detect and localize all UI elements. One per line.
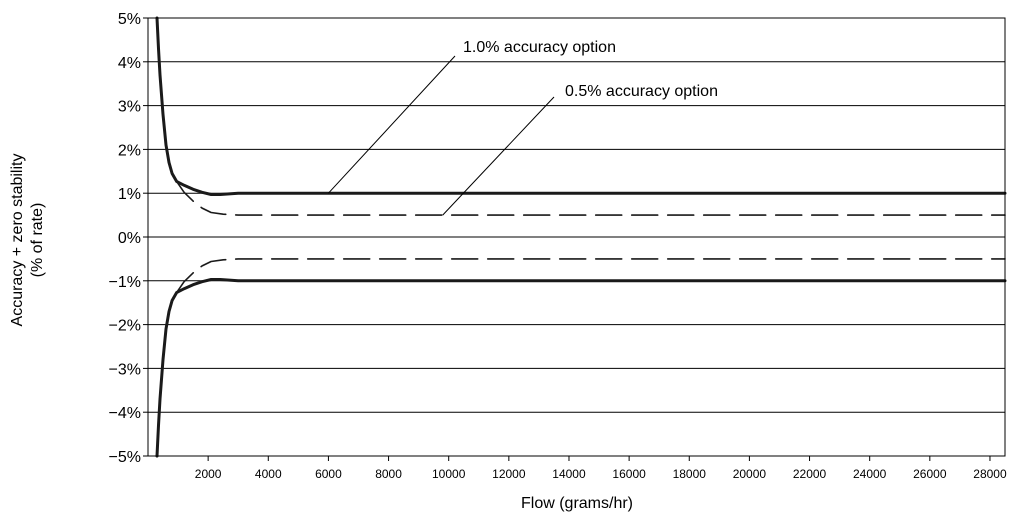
x-tick-label: 28000 xyxy=(973,467,1007,481)
y-tick-label: −2% xyxy=(109,318,141,335)
y-axis-title-line-2: (% of rate) xyxy=(29,203,46,278)
annotation-leader-0-5pct xyxy=(442,96,555,216)
x-tick-label: 26000 xyxy=(913,467,947,481)
series-0-5pct-upper-line xyxy=(175,180,1006,216)
x-tick-label: 20000 xyxy=(733,467,767,481)
x-tick-label: 24000 xyxy=(853,467,887,481)
series-0-5pct-lower-line xyxy=(175,258,1006,294)
y-tick-label: 0% xyxy=(118,230,141,247)
y-tick-label: 5% xyxy=(118,11,141,28)
annotation-leader-1pct xyxy=(328,55,456,194)
x-tick-label: 18000 xyxy=(673,467,707,481)
x-tick-label: 14000 xyxy=(552,467,586,481)
annotations: 1.0% accuracy option 0.5% accuracy option xyxy=(328,39,718,216)
x-tick-label: 4000 xyxy=(255,467,282,481)
y-axis-title: Accuracy + zero stability (% of rate) xyxy=(9,154,46,327)
y-axis-title-line-1: Accuracy + zero stability xyxy=(9,154,26,327)
y-tick-label: 1% xyxy=(118,186,141,203)
y-tick-label: −5% xyxy=(109,449,141,466)
y-tick-label: −4% xyxy=(109,405,141,422)
y-tick-label: 4% xyxy=(118,55,141,72)
y-tick-label: −1% xyxy=(109,274,141,291)
y-tick-label: 3% xyxy=(118,99,141,116)
x-tick-label: 12000 xyxy=(492,467,526,481)
x-tick-label: 22000 xyxy=(793,467,827,481)
x-tick-label: 16000 xyxy=(612,467,646,481)
annotation-1pct-label: 1.0% accuracy option xyxy=(463,39,616,56)
y-tick-label: 2% xyxy=(118,142,141,159)
x-tick-label: 2000 xyxy=(195,467,222,481)
x-tick-label: 6000 xyxy=(315,467,342,481)
x-axis-ticks: 2000 4000 6000 8000 10000 12000 14000 16000 1800… xyxy=(195,456,1007,481)
series-1-0pct-lower-line xyxy=(155,278,1007,458)
x-axis-title: Flow (grams/hr) xyxy=(521,495,633,512)
x-tick-label: 8000 xyxy=(375,467,402,481)
x-tick-label: 10000 xyxy=(432,467,466,481)
series-lines xyxy=(155,16,1007,458)
y-axis-ticks: 5% 4% 3% 2% 1% 0% −1% −2% −3% −4% −5% xyxy=(109,11,148,466)
y-tick-label: −3% xyxy=(109,361,141,378)
annotation-0-5pct-label: 0.5% accuracy option xyxy=(565,83,718,100)
